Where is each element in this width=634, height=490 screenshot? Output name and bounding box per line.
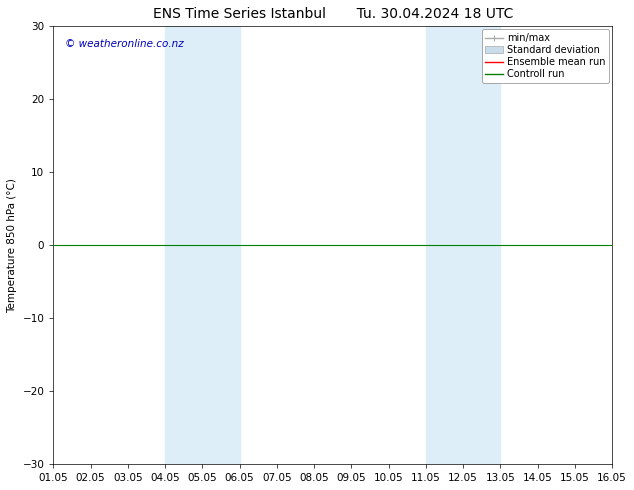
Text: © weatheronline.co.nz: © weatheronline.co.nz xyxy=(65,39,183,49)
Bar xyxy=(165,26,240,464)
Legend: min/max, Standard deviation, Ensemble mean run, Controll run: min/max, Standard deviation, Ensemble me… xyxy=(482,29,609,83)
Y-axis label: Temperature 850 hPa (°C): Temperature 850 hPa (°C) xyxy=(7,178,17,313)
Bar xyxy=(426,26,500,464)
Title: ENS Time Series Istanbul       Tu. 30.04.2024 18 UTC: ENS Time Series Istanbul Tu. 30.04.2024 … xyxy=(153,7,513,21)
